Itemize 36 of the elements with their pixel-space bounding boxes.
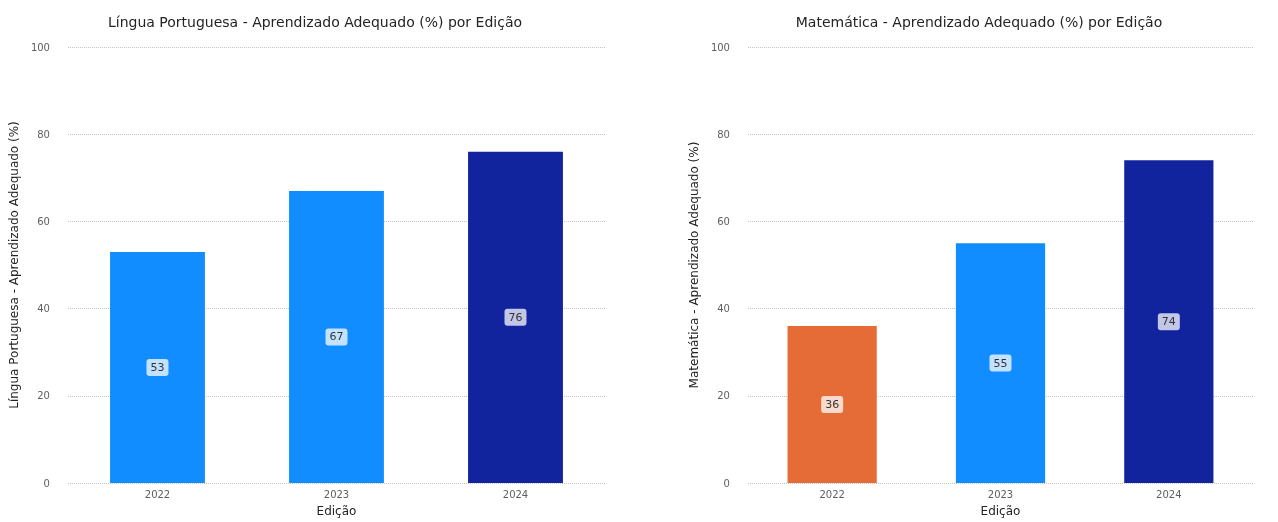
- y-tick-label: 60: [37, 215, 50, 227]
- y-tick-label: 0: [723, 477, 730, 489]
- data-label: 76: [508, 310, 523, 324]
- x-tick-label: 2023: [323, 488, 350, 500]
- data-label: 36: [825, 398, 840, 412]
- bar: [289, 190, 384, 483]
- chart-title: Língua Portuguesa - Aprendizado Adequado (%) por Edição: [107, 14, 523, 30]
- bar: [468, 151, 563, 483]
- data-label: 74: [1161, 315, 1176, 329]
- chart-title: Matemática - Aprendizado Adequado (%) por Edição: [795, 14, 1163, 30]
- data-label: 53: [150, 360, 165, 374]
- x-tick-label: 2024: [502, 488, 529, 500]
- y-tick-label: 0: [43, 477, 50, 489]
- y-tick-label: 20: [37, 390, 50, 402]
- y-tick-label: 80: [717, 128, 730, 140]
- x-tick-label: 2024: [1156, 488, 1182, 500]
- bar: [787, 326, 877, 483]
- data-label: 55: [993, 356, 1008, 370]
- y-tick-label: 20: [717, 390, 730, 402]
- x-tick-label: 2022: [144, 488, 171, 500]
- y-axis-title: Língua Portuguesa - Aprendizado Adequado (%): [7, 121, 21, 409]
- x-axis-title: Edição: [980, 504, 1021, 518]
- bar: [110, 251, 205, 483]
- x-tick-label: 2022: [819, 488, 845, 500]
- y-axis-title: Matemática - Aprendizado Adequado (%): [687, 141, 701, 389]
- y-tick-label: 100: [710, 41, 730, 53]
- y-tick-label: 60: [717, 215, 730, 227]
- x-tick-label: 2023: [987, 488, 1014, 500]
- y-tick-label: 100: [30, 41, 50, 53]
- bar: [1124, 160, 1214, 483]
- y-tick-label: 40: [37, 303, 50, 315]
- bar: [955, 243, 1046, 483]
- data-label: 67: [329, 330, 344, 344]
- x-axis-title: Edição: [316, 504, 357, 518]
- y-tick-label: 40: [717, 303, 730, 315]
- y-tick-label: 80: [37, 128, 50, 140]
